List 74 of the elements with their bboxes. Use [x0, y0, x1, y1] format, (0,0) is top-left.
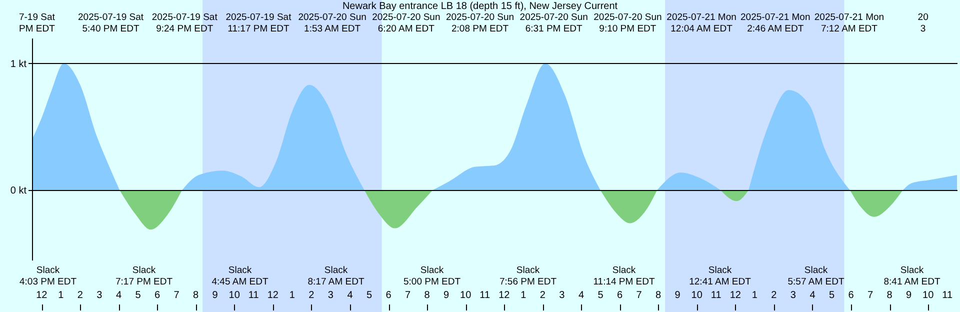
x-tick-label: 4	[116, 290, 122, 301]
x-tick-label: 5	[598, 290, 604, 301]
x-tick-label: 2	[771, 290, 778, 301]
x-tick-label: 8	[886, 290, 893, 301]
text: Slack 11:14 PM EDT	[593, 265, 655, 288]
text: 2025-07-20 Sun 6:31 PM EDT	[520, 12, 588, 34]
text: 2025-07-20 Sun 9:10 PM EDT	[594, 12, 662, 34]
x-tick-label: 6	[616, 290, 623, 301]
x-tick-label: 5	[828, 290, 835, 301]
text: 2025-07-20 Sun 6:20 AM EDT	[372, 12, 440, 34]
x-tick-label: 11	[480, 290, 490, 301]
text: 2025-07-19 Sat 9:24 PM EDT	[152, 12, 218, 34]
text: 20 3	[918, 12, 928, 34]
text: Slack 7:17 PM EDT	[115, 265, 173, 288]
text: Slack 12:41 AM EDT	[689, 265, 752, 288]
x-tick-label: 10	[922, 290, 934, 301]
x-tick-label: 7	[174, 290, 180, 301]
x-tick-label: 1	[289, 290, 296, 301]
x-tick-label: 1	[58, 290, 64, 301]
x-tick-label: 8	[193, 290, 200, 301]
text: Slack 8:41 AM EDT	[884, 265, 940, 288]
x-tick-label: 12	[36, 290, 48, 301]
y-tick-label: 1 kt	[10, 58, 27, 70]
x-tick-label: 12	[267, 290, 279, 301]
x-tick-label: 3	[328, 290, 334, 301]
x-tick-label: 2	[77, 290, 84, 301]
x-tick-label: 5	[135, 290, 142, 301]
text: Slack 5:57 AM EDT	[788, 265, 844, 288]
x-tick-label: 3	[96, 290, 103, 301]
x-tick-label: 8	[656, 290, 662, 301]
text: 2025-07-19 Sat 11:17 PM EDT	[226, 12, 292, 34]
x-tick-label: 1	[752, 290, 758, 301]
text: Slack 5:00 PM EDT	[403, 265, 461, 288]
x-tick-label: 4	[347, 290, 354, 301]
x-tick-label: 3	[559, 290, 566, 301]
text: 2025-07-21 Mon 2:46 AM EDT	[740, 12, 810, 34]
text: Slack 4:03 PM EDT	[19, 265, 77, 288]
text: 2025-07-21 Mon 7:12 AM EDT	[814, 12, 884, 34]
chart-title: Newark Bay entrance LB 18 (depth 15 ft), New Jersey Current	[342, 1, 618, 12]
x-tick-label: 4	[810, 290, 816, 301]
text: 2025-07-21 Mon 12:04 AM EDT	[666, 12, 736, 34]
x-tick-label: 7	[405, 290, 411, 301]
x-tick-label: 11	[942, 290, 953, 301]
x-tick-label: 10	[460, 290, 472, 301]
x-tick-label: 1	[520, 290, 527, 301]
text: Slack 8:17 AM EDT	[308, 265, 364, 288]
text: Slack 7:56 PM EDT	[499, 265, 557, 288]
x-tick-label: 6	[848, 290, 854, 301]
text: 7-19 Sat PM EDT	[18, 12, 56, 34]
x-tick-label: 6	[386, 290, 392, 301]
y-tick-label: 0 kt	[10, 186, 27, 197]
x-tick-label: 4	[578, 290, 584, 301]
x-tick-label: 10	[691, 290, 703, 301]
x-tick-label: 5	[366, 290, 372, 301]
x-tick-label: 7	[868, 290, 874, 301]
x-tick-label: 2	[308, 290, 315, 301]
x-tick-label: 8	[424, 290, 430, 301]
x-tick-label: 7	[636, 290, 642, 301]
x-tick-label: 9	[444, 290, 450, 301]
x-tick-label: 9	[906, 290, 912, 301]
x-tick-label: 3	[790, 290, 796, 301]
text: 2025-07-20 Sun 2:08 PM EDT	[446, 12, 514, 34]
x-tick-label: 12	[730, 290, 742, 301]
x-tick-label: 9	[674, 290, 681, 301]
x-tick-label: 6	[154, 290, 160, 301]
x-tick-label: 11	[710, 290, 722, 301]
text: Slack 4:45 AM EDT	[212, 265, 268, 288]
text: 2025-07-19 Sat 5:40 PM EDT	[78, 12, 144, 34]
x-tick-label: 11	[248, 290, 260, 301]
text: 2025-07-20 Sun 1:53 AM EDT	[298, 12, 366, 34]
x-tick-label: 12	[498, 290, 510, 301]
x-tick-label: 9	[212, 290, 218, 301]
x-tick-label: 2	[540, 290, 546, 301]
x-tick-label: 10	[228, 290, 240, 301]
